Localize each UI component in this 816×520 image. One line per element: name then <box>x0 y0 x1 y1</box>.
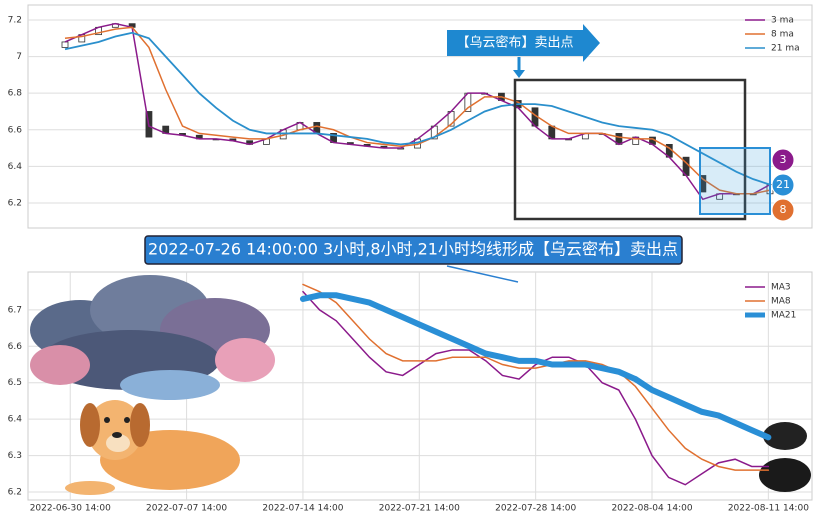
cloud-illustration <box>30 275 275 400</box>
y-tick-label: 7.2 <box>8 16 22 26</box>
callout-text: 【乌云密布】卖出点 <box>456 35 573 51</box>
ma-line <box>64 31 771 186</box>
y-tick-label: 6.2 <box>8 198 22 208</box>
y-tick-label: 6.8 <box>8 89 23 99</box>
top-plot-frame <box>27 4 813 229</box>
legend-label: MA3 <box>771 283 791 293</box>
legend-label: MA8 <box>771 297 791 307</box>
badge-label: 8 <box>780 203 787 216</box>
ma-line <box>299 292 772 441</box>
dog-illustration <box>65 400 240 495</box>
legend-label: 3 ma <box>771 16 794 26</box>
x-tick-label: 2022-07-07 14:00 <box>146 504 227 514</box>
banner-text: 2022-07-26 14:00:00 3小时,8小时,21小时均线形成【乌云密… <box>148 240 678 259</box>
y-tick-label: 6.2 <box>8 487 22 497</box>
dark-cloud-icons <box>759 422 811 492</box>
callout-arrow <box>447 24 600 62</box>
y-tick-label: 6.6 <box>8 125 23 135</box>
ma-line <box>64 22 771 201</box>
legend-label: 21 ma <box>771 44 800 54</box>
marks: 3 ma 8 ma 21 ma MA3 MA8 MA21 <box>61 16 800 486</box>
y-tick-label: 6.4 <box>8 415 23 425</box>
pointer-head <box>513 70 525 78</box>
badge <box>771 198 795 222</box>
y-tick-label: 6.5 <box>8 378 22 388</box>
y-tick-label: 6.3 <box>8 451 22 461</box>
top-grid: 6.2 6.4 6.6 6.8 7 7.2 <box>8 16 812 208</box>
banner-pointer <box>446 265 519 283</box>
y-tick-label: 6.6 <box>8 342 23 352</box>
ma-line <box>302 283 770 471</box>
y-tick-label: 6.4 <box>8 162 23 172</box>
badge-label: 3 <box>780 153 787 166</box>
badge <box>771 148 795 172</box>
candle <box>61 41 69 48</box>
y-tick-label: 7 <box>16 52 22 62</box>
badge <box>771 173 795 197</box>
x-tick-label: 2022-07-14 14:00 <box>262 504 343 514</box>
legend-label: MA21 <box>771 311 796 321</box>
y-tick-label: 6.7 <box>8 305 22 315</box>
legend-label: 8 ma <box>771 30 794 40</box>
x-tick-label: 2022-06-30 14:00 <box>30 504 111 514</box>
cross-box <box>699 147 771 215</box>
x-tick-label: 2022-08-11 14:00 <box>728 504 809 514</box>
ma-line <box>302 290 770 486</box>
signal-box <box>513 78 747 221</box>
x-tick-label: 2022-07-21 14:00 <box>379 504 460 514</box>
badge-label: 21 <box>776 178 790 191</box>
banner <box>144 235 683 265</box>
x-tick-label: 2022-08-04 14:00 <box>611 504 692 514</box>
x-tick-label: 2022-07-28 14:00 <box>495 504 576 514</box>
ma-line <box>64 26 771 195</box>
